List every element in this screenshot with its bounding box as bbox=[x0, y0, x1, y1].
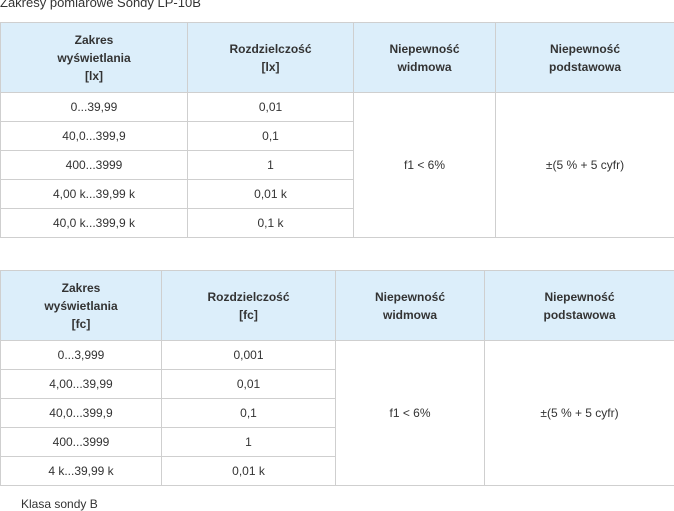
header-cell: Niepewność widmowa bbox=[353, 22, 496, 93]
merged-cell: f1 < 6% bbox=[335, 340, 485, 486]
header-cell: Niepewność podstawowa bbox=[484, 270, 674, 341]
header-line: [lx] bbox=[85, 68, 103, 83]
cell: 0,01 bbox=[161, 369, 336, 399]
row: 40,0 k...399,9 k 0,1 k bbox=[0, 208, 674, 238]
row: 4,00 k...39,99 k 0,01 k bbox=[0, 179, 674, 209]
header-line: [fc] bbox=[71, 316, 91, 331]
header-row: Zakres wyświetlania [lx] Rozdzielczość [lx] N… bbox=[0, 22, 674, 93]
header-line: widmowa bbox=[397, 59, 452, 74]
cell: 0,001 bbox=[161, 340, 336, 370]
header-line: wyświetlania bbox=[44, 298, 118, 313]
cell: 400...3999 bbox=[0, 150, 188, 180]
merged-cell: ±(5 % + 5 cyfr) bbox=[495, 92, 674, 238]
header-cell: Niepewność podstawowa bbox=[495, 22, 674, 93]
header-line: Niepewność bbox=[374, 289, 446, 304]
merged-cell: ±(5 % + 5 cyfr) bbox=[484, 340, 674, 486]
header-row: Zakres wyświetlania [fc] Rozdzielczość [fc] N… bbox=[0, 270, 674, 341]
cell: 4,00 k...39,99 k bbox=[0, 179, 188, 209]
row: 400...3999 1 bbox=[0, 427, 674, 457]
data-table: Zakres wyświetlania [lx] Rozdzielczość [lx] N… bbox=[0, 22, 674, 238]
cell: 0,1 bbox=[187, 121, 354, 151]
cell: 1 bbox=[187, 150, 354, 180]
note: Klasa sondy B bbox=[21, 497, 98, 511]
header-line: widmowa bbox=[382, 307, 437, 322]
header-cell: Niepewność widmowa bbox=[335, 270, 485, 341]
title: Zakresy pomiarowe Sondy LP-10B bbox=[0, 0, 201, 10]
header-cell: Rozdzielczość [lx] bbox=[187, 22, 354, 93]
cell: 0,01 k bbox=[161, 456, 336, 486]
cell: 400...3999 bbox=[0, 427, 162, 457]
row: 4,00...39,99 0,01 bbox=[0, 369, 674, 399]
merged-cell: f1 < 6% bbox=[353, 92, 496, 238]
row: 0...39,99 0,01 f1 < 6% ±(5 % + 5 cyfr) bbox=[0, 92, 674, 238]
header-cell: Zakres wyświetlania [fc] bbox=[0, 270, 162, 341]
header-cell: Rozdzielczość [fc] bbox=[161, 270, 336, 341]
cell: 4 k...39,99 k bbox=[0, 456, 162, 486]
row: 0...3,999 0,001 f1 < 6% ±(5 % + 5 cyfr) bbox=[0, 340, 674, 486]
cell: 0...39,99 bbox=[0, 92, 188, 122]
row: 4 k...39,99 k 0,01 k bbox=[0, 456, 674, 486]
cell: 40,0 k...399,9 k bbox=[0, 208, 188, 238]
header-line: Rozdzielczość bbox=[207, 289, 290, 304]
cell: 1 bbox=[161, 427, 336, 457]
header-line: Niepewność bbox=[549, 41, 621, 56]
cell: 0,01 k bbox=[187, 179, 354, 209]
row: 40,0...399,9 0,1 bbox=[0, 398, 674, 428]
header-line: Rozdzielczość bbox=[229, 41, 312, 56]
cell: 0,1 bbox=[161, 398, 336, 428]
header-line: [lx] bbox=[261, 59, 280, 74]
cell: 0,01 bbox=[187, 92, 354, 122]
header-line: wyświetlania bbox=[57, 50, 131, 65]
header-line: Zakres bbox=[61, 280, 101, 295]
row: 40,0...399,9 0,1 bbox=[0, 121, 674, 151]
header-line: Niepewność bbox=[544, 289, 615, 304]
cell: 0...3,999 bbox=[0, 340, 162, 370]
data-table: Zakres wyświetlania [fc] Rozdzielczość [fc] N… bbox=[0, 270, 674, 486]
cell: 0,1 k bbox=[187, 208, 354, 238]
cell: 4,00...39,99 bbox=[0, 369, 162, 399]
cell: 40,0...399,9 bbox=[0, 121, 188, 151]
header-line: Zakres bbox=[74, 32, 114, 47]
cell: 40,0...399,9 bbox=[0, 398, 162, 428]
header-line: podstawowa bbox=[548, 59, 621, 74]
header-line: [fc] bbox=[239, 307, 258, 322]
header-cell: Zakres wyświetlania [lx] bbox=[0, 22, 188, 93]
header-line: podstawowa bbox=[543, 307, 616, 322]
header-line: Niepewność bbox=[389, 41, 460, 56]
